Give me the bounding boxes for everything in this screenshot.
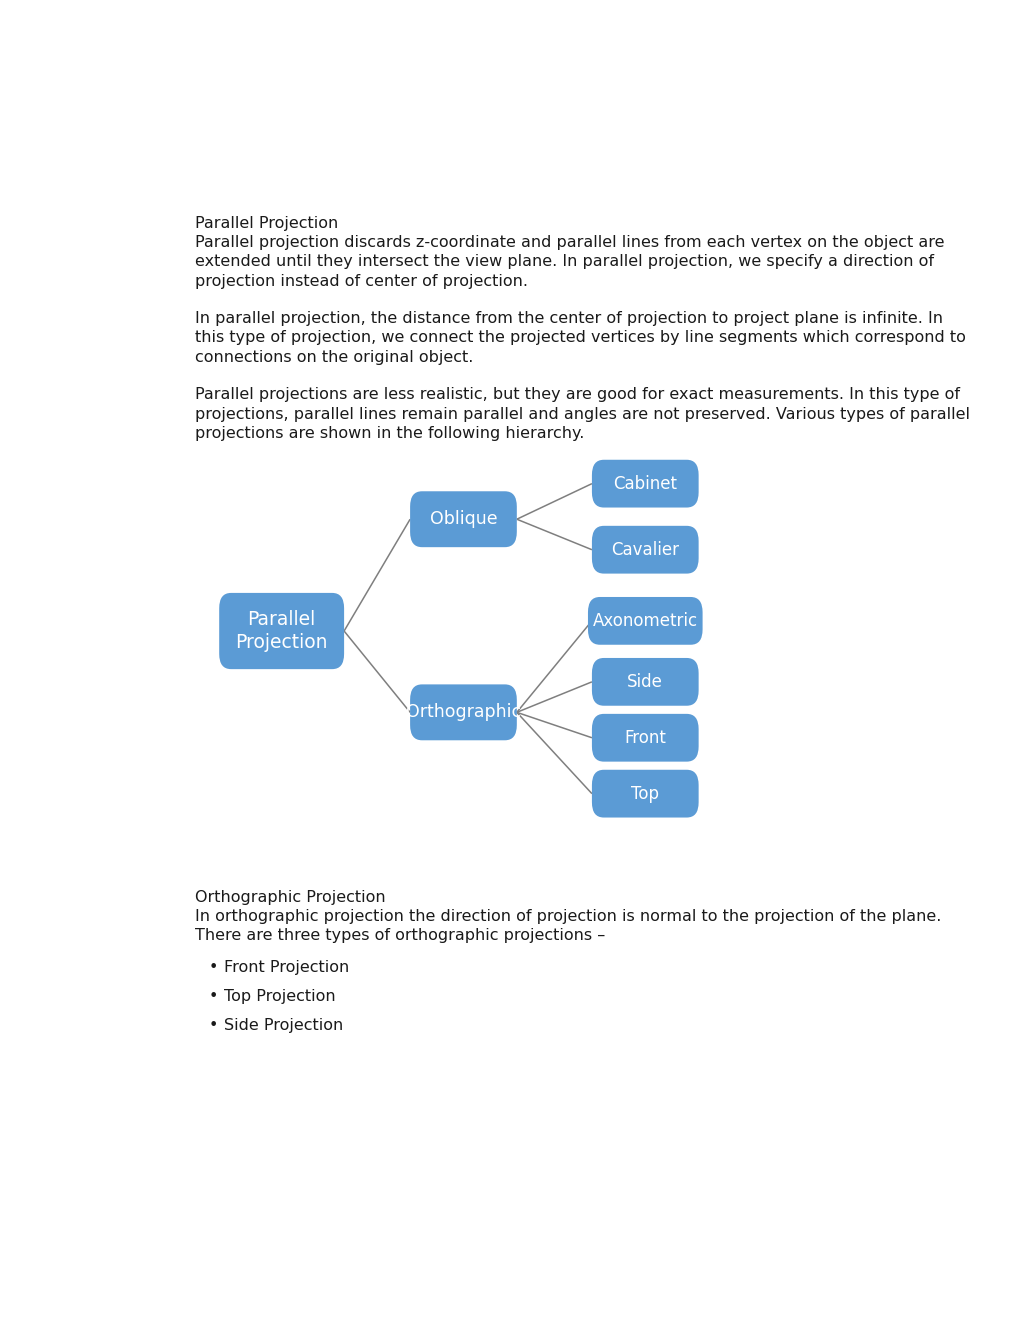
Text: Parallel
Projection: Parallel Projection: [235, 610, 327, 652]
Text: Parallel projection discards z-coordinate and parallel lines from each vertex on: Parallel projection discards z-coordinat…: [195, 235, 944, 289]
Text: Cabinet: Cabinet: [612, 475, 677, 492]
Text: Parallel Projection: Parallel Projection: [195, 216, 337, 231]
Text: •: •: [208, 960, 217, 974]
FancyBboxPatch shape: [591, 714, 698, 762]
Text: Top: Top: [631, 784, 658, 803]
Text: Oblique: Oblique: [429, 511, 497, 528]
FancyBboxPatch shape: [591, 459, 698, 507]
Text: •: •: [208, 989, 217, 1005]
Text: Top Projection: Top Projection: [224, 989, 335, 1005]
FancyBboxPatch shape: [219, 593, 343, 669]
Text: Side: Side: [627, 673, 662, 690]
FancyBboxPatch shape: [591, 525, 698, 574]
Text: Orthographic Projection: Orthographic Projection: [195, 890, 385, 906]
FancyBboxPatch shape: [410, 684, 517, 741]
FancyBboxPatch shape: [587, 597, 702, 644]
FancyBboxPatch shape: [591, 770, 698, 817]
Text: In parallel projection, the distance from the center of projection to project pl: In parallel projection, the distance fro…: [195, 312, 965, 364]
Text: Axonometric: Axonometric: [592, 612, 697, 630]
Text: Cavalier: Cavalier: [610, 541, 679, 558]
Text: Orthographic: Orthographic: [406, 704, 521, 721]
Text: Front Projection: Front Projection: [224, 960, 348, 974]
Text: •: •: [208, 1018, 217, 1034]
Text: In orthographic projection the direction of projection is normal to the projecti: In orthographic projection the direction…: [195, 909, 941, 944]
FancyBboxPatch shape: [591, 657, 698, 706]
Text: Parallel projections are less realistic, but they are good for exact measurement: Parallel projections are less realistic,…: [195, 388, 969, 441]
Text: Front: Front: [624, 729, 665, 747]
Text: Side Projection: Side Projection: [224, 1018, 342, 1034]
FancyBboxPatch shape: [410, 491, 517, 548]
